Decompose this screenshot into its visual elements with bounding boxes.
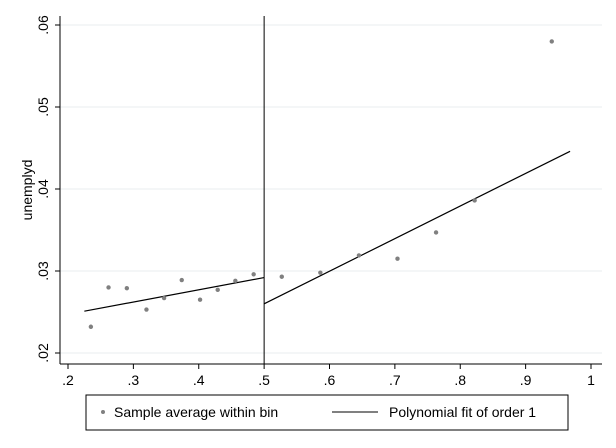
bin-point-1: [106, 285, 111, 290]
x-tick-label-4: .6: [324, 372, 336, 388]
axes: [59, 16, 602, 365]
fit-line-segment-0: [84, 276, 265, 312]
bin-point-15: [472, 198, 477, 203]
bin-point-11: [318, 270, 323, 275]
legend-label-fit: Polynomial fit of order 1: [389, 404, 536, 420]
scatter-points: [88, 39, 554, 329]
x-tick-label-7: .9: [520, 372, 532, 388]
y-tick-label-1: .03: [35, 261, 51, 281]
bin-point-16: [549, 39, 554, 44]
x-tick-label-6: .8: [454, 372, 466, 388]
bin-point-13: [395, 256, 400, 261]
y-tick-label-4: .06: [35, 15, 51, 35]
bin-point-14: [433, 230, 439, 235]
bin-point-10: [279, 274, 284, 279]
bin-point-6: [197, 297, 203, 302]
legend-box: [85, 394, 569, 431]
fit-line-segment-1: [263, 150, 571, 305]
bin-point-2: [124, 286, 130, 291]
bin-point-3: [144, 307, 149, 312]
legend-label-scatter: Sample average within bin: [114, 404, 278, 420]
x-tick-label-8: 1: [587, 372, 595, 388]
bin-point-5: [179, 277, 184, 283]
y-tick-label-0: .02: [35, 343, 51, 363]
legend: Sample average within bin Polynomial fit…: [85, 394, 569, 431]
bin-point-7: [215, 287, 220, 293]
x-tick-label-5: .7: [389, 372, 401, 388]
fit-lines: [84, 150, 571, 312]
x-tick-label-0: .2: [62, 372, 74, 388]
x-tick-label-3: .5: [258, 372, 270, 388]
bin-point-0: [88, 324, 94, 329]
x-axis-ticks: .2 .3 .4 .5 .6 .7 .8 .9 1: [62, 364, 595, 388]
x-tick-label-1: .3: [128, 372, 140, 388]
bin-point-4: [161, 295, 167, 301]
legend-marker-scatter: [101, 410, 105, 414]
y-tick-label-2: .04: [35, 179, 51, 199]
y-tick-label-3: .05: [35, 97, 51, 117]
y-axis-title: unemplyd: [19, 160, 35, 221]
x-tick-label-2: .4: [193, 372, 205, 388]
bin-point-12: [356, 253, 362, 258]
y-axis-ticks: .02 .03 .04 .05 .06: [35, 15, 60, 363]
bin-point-8: [233, 278, 238, 284]
bin-point-9: [251, 272, 256, 277]
